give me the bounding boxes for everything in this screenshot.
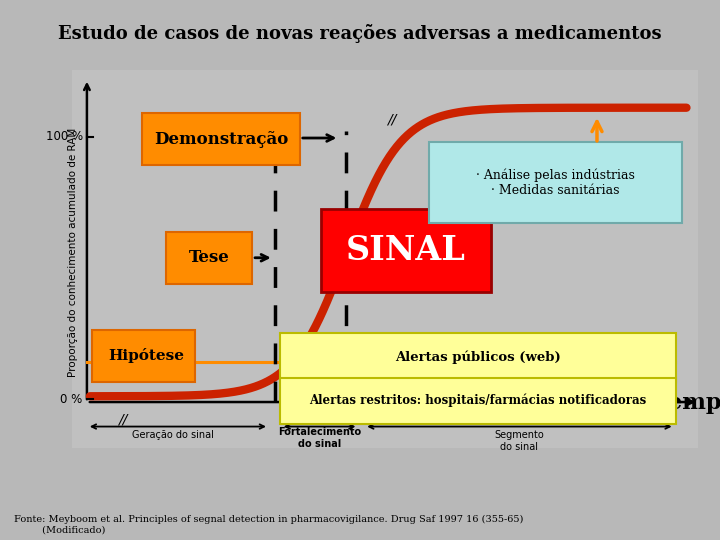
- Text: Estudo de casos de novas reações adversas a medicamentos: Estudo de casos de novas reações adversa…: [58, 24, 662, 43]
- Text: Fortalecimento
do sinal: Fortalecimento do sinal: [278, 428, 361, 449]
- Text: Alertas públicos (web): Alertas públicos (web): [395, 350, 561, 364]
- Text: Alertas restritos: hospitais/farmácias notificadoras: Alertas restritos: hospitais/farmácias n…: [309, 394, 647, 407]
- FancyBboxPatch shape: [428, 143, 682, 223]
- Text: Fonte: Meyboom et al. Principles of segnal detection in pharmacovigilance. Drug : Fonte: Meyboom et al. Principles of segn…: [14, 515, 523, 535]
- Text: Geração do sinal: Geração do sinal: [132, 430, 215, 440]
- Text: 0 %: 0 %: [60, 393, 83, 406]
- Text: · Análise pelas indústrias
· Medidas sanitárias: · Análise pelas indústrias · Medidas san…: [476, 168, 634, 197]
- FancyBboxPatch shape: [321, 208, 491, 292]
- Text: Segmento
do sinal: Segmento do sinal: [495, 430, 544, 452]
- FancyBboxPatch shape: [91, 330, 196, 382]
- Text: //: //: [118, 413, 127, 427]
- FancyBboxPatch shape: [279, 377, 676, 424]
- Text: 100 %: 100 %: [45, 130, 83, 143]
- Text: SINAL: SINAL: [346, 234, 466, 267]
- Text: //: //: [387, 112, 396, 126]
- Text: Hipótese: Hipótese: [109, 348, 184, 363]
- Text: Demonstração: Demonstração: [154, 131, 288, 148]
- Text: Proporção do conhecimento acumulado de RAM: Proporção do conhecimento acumulado de R…: [68, 127, 78, 376]
- FancyBboxPatch shape: [143, 113, 300, 165]
- FancyBboxPatch shape: [279, 333, 676, 382]
- Text: Tese: Tese: [189, 249, 230, 266]
- Text: Tempo: Tempo: [654, 393, 720, 415]
- FancyBboxPatch shape: [166, 232, 252, 284]
- Circle shape: [341, 225, 352, 277]
